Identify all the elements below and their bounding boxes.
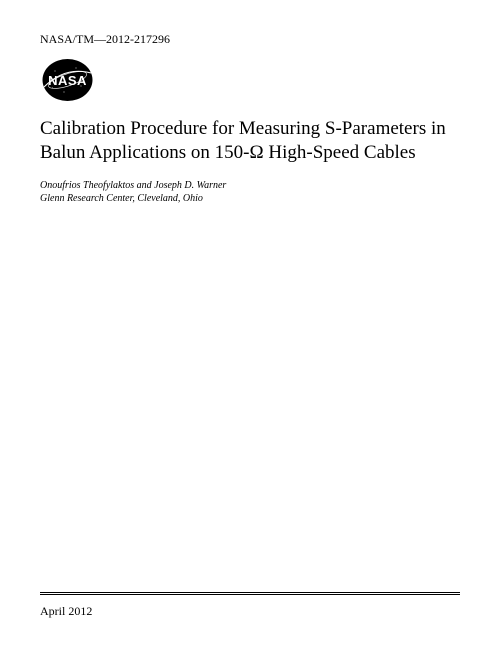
authors-affiliation: Glenn Research Center, Cleveland, Ohio — [40, 192, 460, 206]
report-number: NASA/TM—2012-217296 — [40, 32, 460, 47]
publication-date: April 2012 — [40, 604, 460, 619]
nasa-logo-icon: NASA — [40, 57, 95, 103]
document-title: Calibration Procedure for Measuring S-Pa… — [40, 117, 460, 165]
logo-container: NASA — [40, 57, 460, 103]
authors-names: Onoufrios Theofylaktos and Joseph D. War… — [40, 179, 460, 193]
authors-block: Onoufrios Theofylaktos and Joseph D. War… — [40, 179, 460, 206]
content-spacer — [40, 206, 460, 593]
footer-divider — [40, 592, 460, 596]
